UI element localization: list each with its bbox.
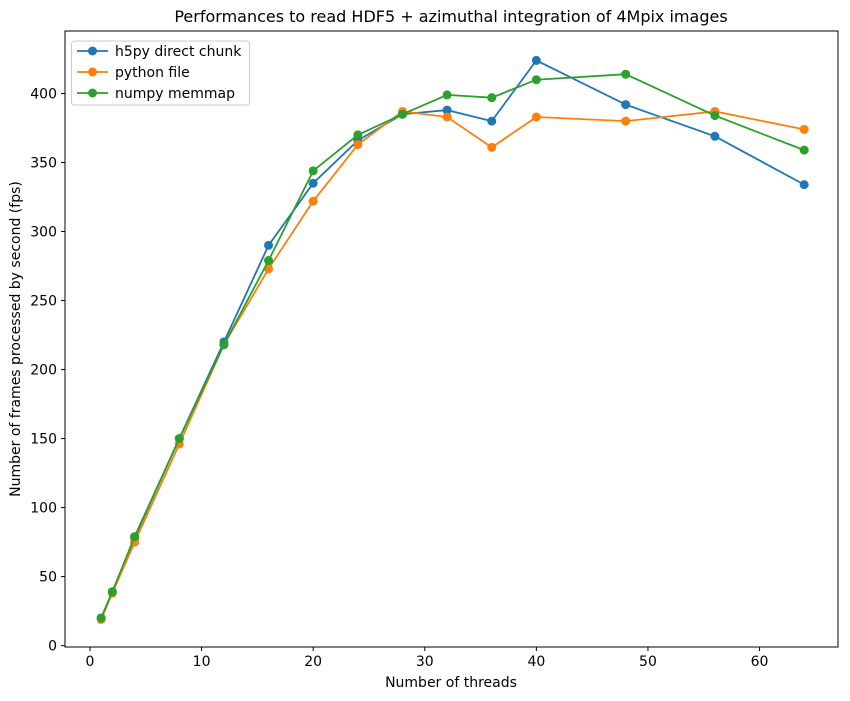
plot-area-border [64, 30, 839, 648]
data-point-marker [799, 145, 809, 155]
y-tick-label: 100 [30, 501, 57, 517]
series-line [100, 73, 805, 619]
x-tick-label: 20 [304, 654, 322, 670]
x-tick-label: 10 [193, 654, 211, 670]
y-tick-label: 350 [30, 156, 57, 172]
x-tick-label: 50 [639, 654, 657, 670]
data-point-marker [531, 55, 541, 65]
data-point-marker [710, 131, 720, 141]
y-tick-label: 400 [30, 87, 57, 103]
data-point-marker [487, 116, 497, 126]
data-point-marker [799, 124, 809, 134]
legend-marker [88, 67, 97, 77]
y-tick-label: 50 [39, 570, 57, 586]
data-point-marker [107, 587, 117, 597]
data-point-marker [308, 166, 318, 176]
data-point-marker [621, 116, 631, 126]
legend-entry-label: python file [115, 65, 190, 81]
data-series [96, 55, 809, 624]
legend-marker [88, 88, 97, 98]
x-tick-label: 40 [527, 654, 545, 670]
axis-ticks: 0 10 20 30 40 50 60 0 50 100 150 200 250 300 350 400 [30, 87, 768, 670]
y-tick-label: 150 [30, 432, 57, 448]
data-point-marker [264, 240, 274, 250]
data-point-marker [96, 613, 106, 623]
data-point-marker [353, 140, 363, 150]
legend-entry-label: numpy memmap [115, 86, 235, 102]
y-tick-label: 0 [48, 639, 57, 655]
chart-title: Performances to read HDF5 + azimuthal in… [174, 7, 728, 26]
data-point-marker [710, 111, 720, 121]
data-point-marker [397, 109, 407, 119]
legend-entry-label: h5py direct chunk [115, 44, 242, 60]
y-tick-label: 250 [30, 294, 57, 310]
data-point-marker [442, 105, 452, 115]
data-point-marker [799, 180, 809, 190]
data-point-marker [174, 434, 184, 444]
y-axis-label: Number of frames processed by second (fp… [8, 181, 24, 497]
y-tick-label: 200 [30, 363, 57, 379]
data-point-marker [308, 196, 318, 206]
legend: h5py direct chunk python file numpy memmap [71, 40, 250, 106]
data-point-marker [531, 75, 541, 85]
data-point-marker [442, 90, 452, 100]
data-point-marker [487, 93, 497, 103]
x-tick-label: 0 [86, 654, 95, 670]
x-tick-label: 60 [751, 654, 769, 670]
data-point-marker [308, 178, 318, 188]
legend-box [71, 40, 250, 106]
data-point-marker [531, 112, 541, 122]
data-point-marker [130, 532, 140, 542]
data-point-marker [442, 112, 452, 122]
legend-marker [88, 46, 97, 56]
x-axis-label: Number of threads [385, 675, 517, 691]
x-tick-label: 30 [416, 654, 434, 670]
data-point-marker [264, 256, 274, 266]
data-point-marker [219, 340, 229, 350]
data-point-marker [621, 100, 631, 110]
data-point-marker [353, 130, 363, 140]
data-point-marker [621, 69, 631, 79]
y-tick-label: 300 [30, 225, 57, 241]
data-point-marker [487, 142, 497, 152]
series-line [100, 59, 805, 619]
series-line [100, 110, 805, 620]
